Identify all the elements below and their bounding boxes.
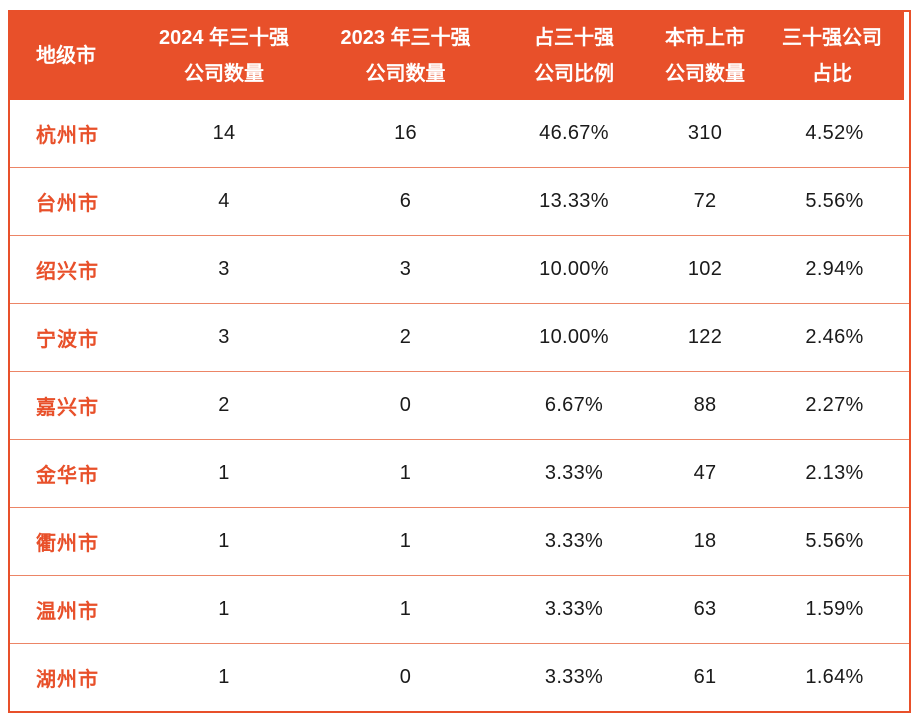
header-cell-count-2023: 2023 年三十强 公司数量 [313, 12, 498, 100]
cell-count-2024: 1 [218, 462, 230, 484]
table-row: 衢州市 1 1 3.33% 18 5.56% [10, 507, 909, 575]
cell-count-2023: 6 [399, 190, 412, 212]
cell-count-2023: 3 [399, 258, 412, 280]
cell-top30-share: 3.33% [544, 666, 604, 688]
cell-count-2023: 16 [394, 122, 417, 144]
cell-listed-companies: 63 [693, 598, 717, 620]
table-row: 绍兴市 3 3 10.00% 102 2.94% [10, 235, 909, 303]
cell-top30-share: 10.00% [539, 258, 609, 280]
cell-city: 绍兴市 [36, 261, 99, 283]
cell-count-2024: 1 [218, 666, 230, 688]
cell-listed-companies: 61 [693, 666, 717, 688]
table-row: 宁波市 3 2 10.00% 122 2.46% [10, 303, 909, 371]
cell-top30-share: 3.33% [544, 598, 604, 620]
cell-count-2024: 4 [218, 190, 230, 212]
cell-listed-companies: 122 [687, 326, 723, 348]
cell-city: 湖州市 [36, 669, 99, 691]
cell-listed-companies: 72 [693, 190, 717, 212]
cell-top30-ratio: 2.94% [805, 258, 864, 280]
cell-top30-share: 10.00% [539, 326, 609, 348]
cell-count-2023: 1 [399, 598, 412, 620]
cell-count-2024: 3 [218, 326, 230, 348]
cell-top30-ratio: 2.27% [805, 394, 864, 416]
cell-top30-ratio: 5.56% [805, 530, 864, 552]
table-row: 温州市 1 1 3.33% 63 1.59% [10, 575, 909, 643]
cell-count-2024: 2 [218, 394, 230, 416]
cell-top30-share: 46.67% [539, 122, 609, 144]
header-label-line2: 公司比例 [534, 63, 614, 85]
cell-city: 宁波市 [36, 329, 99, 351]
cell-top30-share: 3.33% [544, 462, 604, 484]
cell-city: 杭州市 [36, 125, 99, 147]
header-label: 地级市 [36, 45, 96, 67]
cell-city: 温州市 [36, 601, 99, 623]
cell-listed-companies: 88 [693, 394, 717, 416]
cell-city: 衢州市 [36, 533, 99, 555]
cell-count-2023: 2 [399, 326, 412, 348]
cell-top30-ratio: 1.59% [805, 598, 864, 620]
table-row: 台州市 4 6 13.33% 72 5.56% [10, 167, 909, 235]
header-label-line2: 占比 [812, 63, 852, 85]
header-label-line2: 公司数量 [365, 63, 446, 85]
header-cell-listed-companies: 本市上市 公司数量 [650, 12, 760, 100]
header-cell-count-2024: 2024 年三十强 公司数量 [135, 12, 313, 100]
cell-count-2024: 14 [212, 122, 236, 144]
table-body: 杭州市 14 16 46.67% 310 4.52% 台州市 4 6 13.33… [10, 100, 909, 711]
cell-count-2024: 1 [218, 598, 230, 620]
header-label-line1: 2024 年三十强 [158, 27, 290, 49]
cell-top30-share: 13.33% [539, 190, 609, 212]
cell-count-2023: 1 [399, 462, 412, 484]
cell-count-2024: 3 [218, 258, 230, 280]
table-row: 杭州市 14 16 46.67% 310 4.52% [10, 100, 909, 167]
header-cell-city: 地级市 [10, 12, 135, 100]
cell-top30-ratio: 2.13% [805, 462, 864, 484]
cell-listed-companies: 102 [687, 258, 723, 280]
header-label-line2: 公司数量 [184, 63, 264, 85]
header-label-line1: 本市上市 [665, 27, 745, 49]
header-cell-top30-ratio: 三十强公司 占比 [760, 12, 904, 100]
cell-listed-companies: 47 [693, 462, 717, 484]
cell-listed-companies: 310 [687, 122, 723, 144]
cell-city: 嘉兴市 [36, 397, 99, 419]
header-label-line1: 占三十强 [534, 27, 614, 49]
cell-listed-companies: 18 [693, 530, 717, 552]
cell-city: 金华市 [36, 465, 99, 487]
header-label-line2: 公司数量 [665, 63, 745, 85]
cell-count-2023: 0 [399, 394, 412, 416]
cell-top30-ratio: 2.46% [805, 326, 864, 348]
header-label-line1: 三十强公司 [782, 27, 882, 49]
table-row: 湖州市 1 0 3.33% 61 1.64% [10, 643, 909, 711]
top30-companies-table: 地级市 2024 年三十强 公司数量 2023 年三十强 公司数量 占三十强 公… [8, 10, 911, 713]
cell-top30-ratio: 1.64% [805, 666, 864, 688]
table-header-row: 地级市 2024 年三十强 公司数量 2023 年三十强 公司数量 占三十强 公… [10, 12, 904, 100]
cell-top30-share: 3.33% [544, 530, 604, 552]
cell-count-2023: 0 [399, 666, 412, 688]
cell-count-2023: 1 [399, 530, 412, 552]
cell-top30-ratio: 4.52% [805, 122, 864, 144]
cell-city: 台州市 [36, 193, 99, 215]
table-row: 嘉兴市 2 0 6.67% 88 2.27% [10, 371, 909, 439]
cell-top30-ratio: 5.56% [805, 190, 864, 212]
header-label-line1: 2023 年三十强 [340, 27, 471, 49]
cell-top30-share: 6.67% [544, 394, 604, 416]
cell-count-2024: 1 [218, 530, 230, 552]
table-row: 金华市 1 1 3.33% 47 2.13% [10, 439, 909, 507]
header-cell-top30-share: 占三十强 公司比例 [498, 12, 650, 100]
